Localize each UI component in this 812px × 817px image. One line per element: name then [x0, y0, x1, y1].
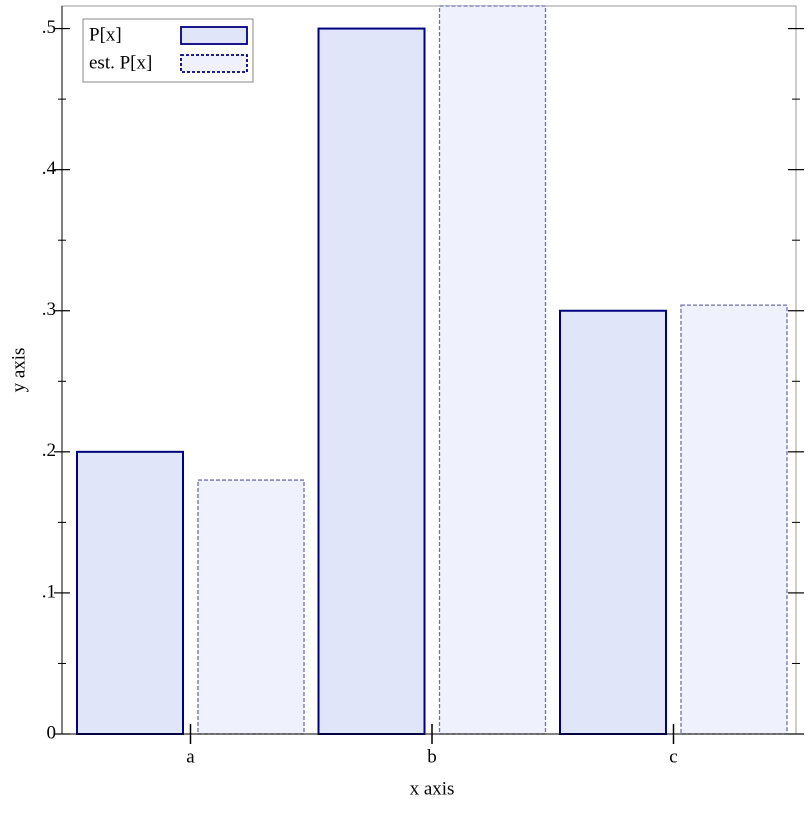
legend-label: P[x]	[89, 24, 122, 45]
legend-label: est. P[x]	[89, 52, 152, 73]
y-axis-label: y axis	[8, 348, 29, 393]
bar	[680, 304, 788, 735]
y-tick-label: 0	[47, 722, 57, 743]
x-tick-label: a	[186, 746, 195, 767]
legend-swatch	[180, 54, 248, 73]
bar	[559, 309, 667, 735]
bar	[197, 479, 305, 735]
bar	[438, 5, 547, 735]
x-tick-label: b	[427, 746, 437, 767]
y-tick-label: .3	[42, 299, 56, 320]
y-tick-label: .1	[42, 581, 56, 602]
bar	[317, 27, 426, 735]
x-tick-label: c	[669, 746, 677, 767]
bar	[76, 450, 184, 735]
y-tick-label: .4	[42, 158, 57, 179]
y-tick-label: .5	[42, 17, 56, 38]
y-tick-label: .2	[42, 440, 56, 461]
x-axis-label: x axis	[410, 778, 455, 799]
legend-swatch	[180, 26, 248, 45]
